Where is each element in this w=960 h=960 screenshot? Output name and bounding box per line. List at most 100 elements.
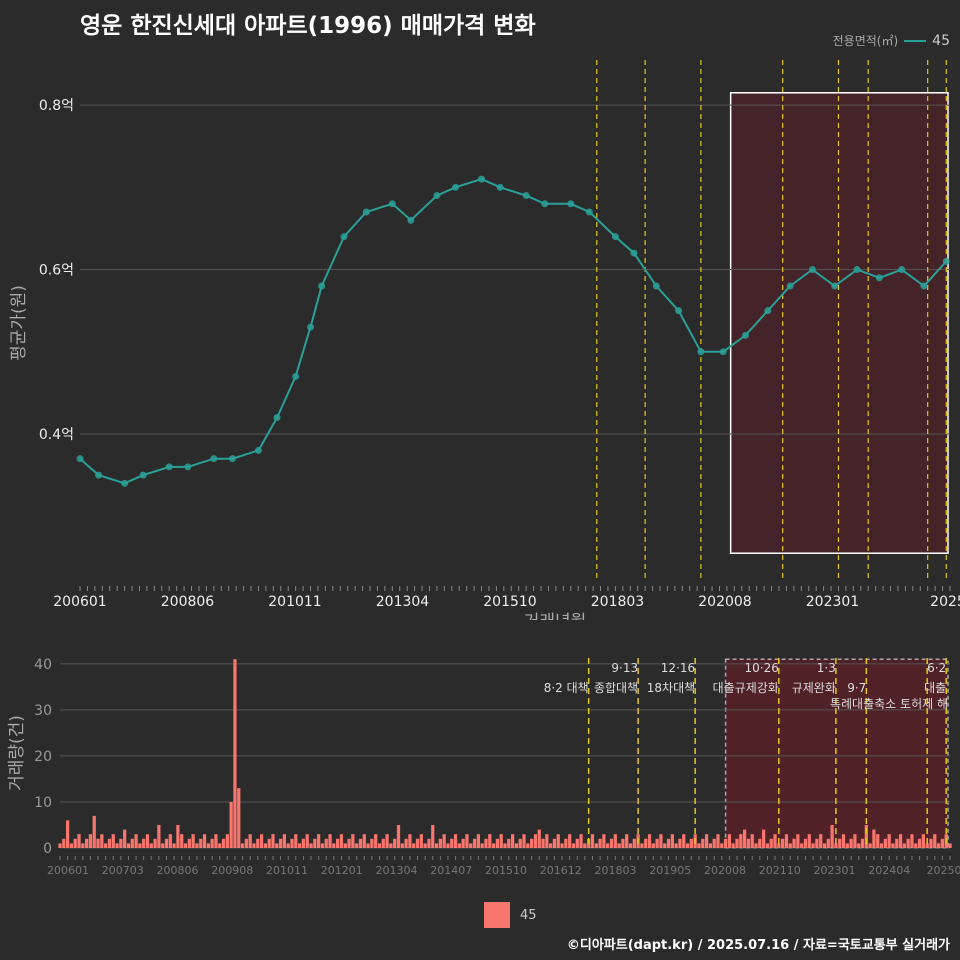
- volume-bar: [259, 834, 264, 848]
- volume-bar: [518, 838, 522, 848]
- volume-bar: [917, 838, 922, 848]
- volume-bar: [902, 843, 906, 848]
- price-point: [719, 348, 727, 356]
- volume-bar: [784, 834, 789, 848]
- volume-bar: [655, 838, 659, 848]
- volume-bar: [857, 843, 861, 848]
- price-point: [898, 266, 906, 274]
- volume-bar: [898, 834, 903, 848]
- volume-bar: [214, 834, 218, 848]
- y-tick-label: 20: [34, 749, 52, 765]
- x-tick-label: 201011: [266, 864, 308, 877]
- volume-bar: [400, 843, 404, 848]
- volume-bar: [431, 824, 435, 848]
- volume-bar: [750, 834, 754, 848]
- y-tick-label: 0.8억: [39, 98, 74, 114]
- volume-bar: [876, 834, 880, 848]
- volume-bar: [77, 834, 81, 848]
- volume-bar: [225, 834, 229, 848]
- volume-bar: [221, 838, 226, 848]
- volume-bar: [290, 838, 294, 848]
- x-tick-label: 201803: [595, 864, 637, 877]
- volume-bar: [678, 838, 682, 848]
- volume-bar: [666, 838, 671, 848]
- volume-bar: [130, 838, 134, 848]
- volume-bar: [301, 838, 306, 848]
- volume-bar: [940, 838, 945, 848]
- volume-bar: [126, 843, 131, 848]
- volume-bar: [389, 843, 393, 848]
- volume-bar: [267, 838, 271, 848]
- volume-bar: [191, 834, 195, 848]
- volume-bar: [100, 834, 104, 848]
- volume-bar: [731, 843, 735, 848]
- volume-bar: [210, 838, 214, 848]
- volume-bar: [393, 838, 397, 848]
- volume-bar: [716, 834, 720, 848]
- y-tick-label: 30: [34, 703, 52, 719]
- volume-bar: [575, 838, 579, 848]
- price-point: [228, 455, 236, 463]
- price-point: [853, 266, 861, 274]
- x-tick-label: 202008: [698, 594, 751, 610]
- volume-bar: [549, 843, 553, 848]
- volume-bar: [218, 843, 222, 848]
- price-point: [875, 274, 883, 282]
- x-tick-label: 201510: [485, 864, 527, 877]
- volume-bar: [849, 838, 853, 848]
- x-tick-label: 202301: [806, 594, 859, 610]
- volume-bar: [853, 834, 857, 848]
- volume-bar: [522, 834, 526, 848]
- volume-bar: [237, 788, 241, 848]
- volume-bar: [244, 838, 248, 848]
- volume-bar: [491, 843, 496, 848]
- volume-bar: [62, 838, 66, 848]
- volume-bar: [803, 838, 808, 848]
- x-tick-label: 201803: [591, 594, 644, 610]
- price-point: [362, 208, 370, 216]
- volume-bar: [81, 843, 85, 848]
- volume-bar: [762, 829, 766, 848]
- volume-bar: [510, 834, 515, 848]
- volume-bar: [891, 843, 895, 848]
- price-point: [942, 257, 950, 265]
- volume-bar: [240, 843, 245, 848]
- volume-bar: [723, 838, 728, 848]
- price-point: [121, 479, 129, 487]
- volume-bar: [864, 824, 868, 848]
- volume-bar: [161, 843, 165, 848]
- x-tick-label: 201407: [430, 864, 472, 877]
- volume-bar: [142, 838, 146, 848]
- volume-bar: [275, 843, 279, 848]
- policy-label-name: 9·7: [847, 681, 866, 695]
- y-axis-label: 거래량(건): [7, 715, 27, 791]
- volume-bar: [271, 834, 275, 848]
- volume-bar: [187, 838, 191, 848]
- volume-bar: [830, 824, 834, 848]
- volume-bar: [811, 843, 815, 848]
- volume-bar: [685, 843, 690, 848]
- volume-bar: [602, 834, 606, 848]
- volume-bar: [324, 838, 328, 848]
- volume-bar: [758, 838, 762, 848]
- price-point: [254, 446, 262, 454]
- volume-bar: [552, 838, 557, 848]
- x-tick-label: 200601: [47, 864, 89, 877]
- volume-bar: [910, 834, 914, 848]
- legend-bottom-entry: 45: [520, 907, 537, 923]
- volume-bar: [427, 838, 431, 848]
- volume-bar: [313, 838, 317, 848]
- price-point: [652, 282, 660, 290]
- volume-bar: [617, 843, 621, 848]
- volume-bar: [199, 838, 203, 848]
- highlight-region: [729, 92, 949, 554]
- volume-bar: [499, 834, 503, 848]
- volume-bar: [929, 838, 933, 848]
- volume-bar: [606, 843, 610, 848]
- volume-bar: [514, 843, 519, 848]
- volume-bar: [453, 834, 458, 848]
- volume-bar: [887, 834, 891, 848]
- x-tick-label: 200601: [53, 594, 106, 610]
- volume-bar: [297, 843, 302, 848]
- volume-bar: [925, 843, 929, 848]
